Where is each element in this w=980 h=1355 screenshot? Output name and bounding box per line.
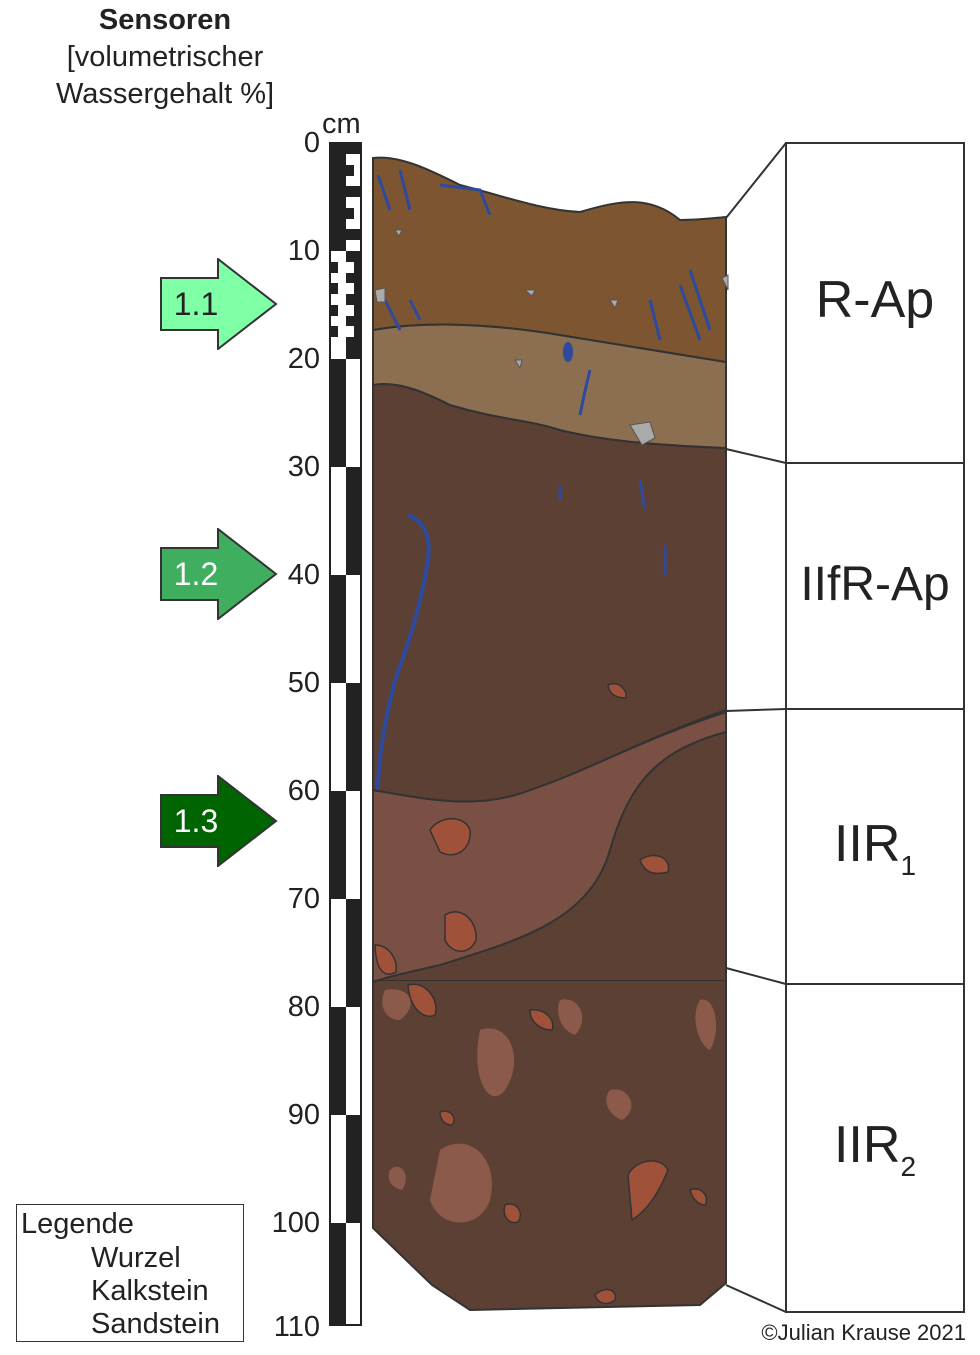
sensor-label-1-1: 1.1: [173, 286, 219, 322]
legend-title: Legende: [21, 1208, 134, 1240]
depth-tick-0: 0: [303, 127, 320, 159]
horizon-label-r-ap: R-Ap: [815, 271, 935, 329]
iir2-patches: [382, 989, 717, 1223]
depth-tick-110: 110: [273, 1311, 320, 1343]
depth-tick-10: 10: [287, 235, 320, 267]
sensor-label-1-3: 1.3: [173, 803, 219, 839]
sensor-label-1-2: 1.2: [173, 556, 219, 592]
depth-ruler: [329, 142, 362, 1326]
depth-tick-20: 20: [287, 343, 320, 375]
limestones: [374, 229, 729, 446]
depth-tick-40: 40: [287, 559, 320, 591]
sandstones: [374, 683, 708, 1305]
sensor-arrow-1-2: 1.2: [160, 528, 278, 620]
horizon-connector-lines: [725, 142, 787, 1313]
sensor-subtitle-line1: [volumetrischer: [66, 41, 264, 73]
sensor-arrow-1-1: 1.1: [160, 258, 278, 350]
sensor-arrow-1-3: 1.3: [160, 775, 278, 867]
sensor-title: Sensoren: [98, 4, 232, 36]
copyright: ©Julian Krause 2021: [761, 1320, 966, 1345]
roots: [376, 169, 712, 791]
depth-tick-60: 60: [287, 775, 320, 807]
depth-tick-100: 100: [271, 1207, 320, 1239]
legend-item-kalkstein: Kalkstein: [91, 1275, 209, 1307]
root-cross-section: [563, 342, 573, 362]
sensor-subtitle-line2: Wassergehalt %]: [55, 78, 275, 110]
legend: Legende Wurzel Kalkstein Sandstein: [16, 1204, 244, 1342]
horizon-label-iir1: IIR1: [833, 815, 917, 881]
legend-item-wurzel: Wurzel: [91, 1242, 181, 1274]
horizon-label-iir2: IIR2: [833, 1116, 917, 1182]
depth-tick-50: 50: [287, 667, 320, 699]
horizon-r-ap-fill: [372, 156, 727, 364]
horizon-label-iifr-ap: IIfR-Ap: [800, 558, 950, 611]
horizon-boxes: [785, 142, 965, 1313]
depth-tick-30: 30: [287, 451, 320, 483]
depth-tick-70: 70: [287, 883, 320, 915]
depth-tick-80: 80: [287, 991, 320, 1023]
depth-unit-label: cm: [322, 108, 361, 140]
legend-item-sandstein: Sandstein: [91, 1308, 220, 1340]
depth-tick-90: 90: [287, 1099, 320, 1131]
sensor-title-block: Sensoren [volumetrischer Wassergehalt %]: [20, 2, 310, 113]
horizon-iir2-fill: [372, 979, 727, 1312]
